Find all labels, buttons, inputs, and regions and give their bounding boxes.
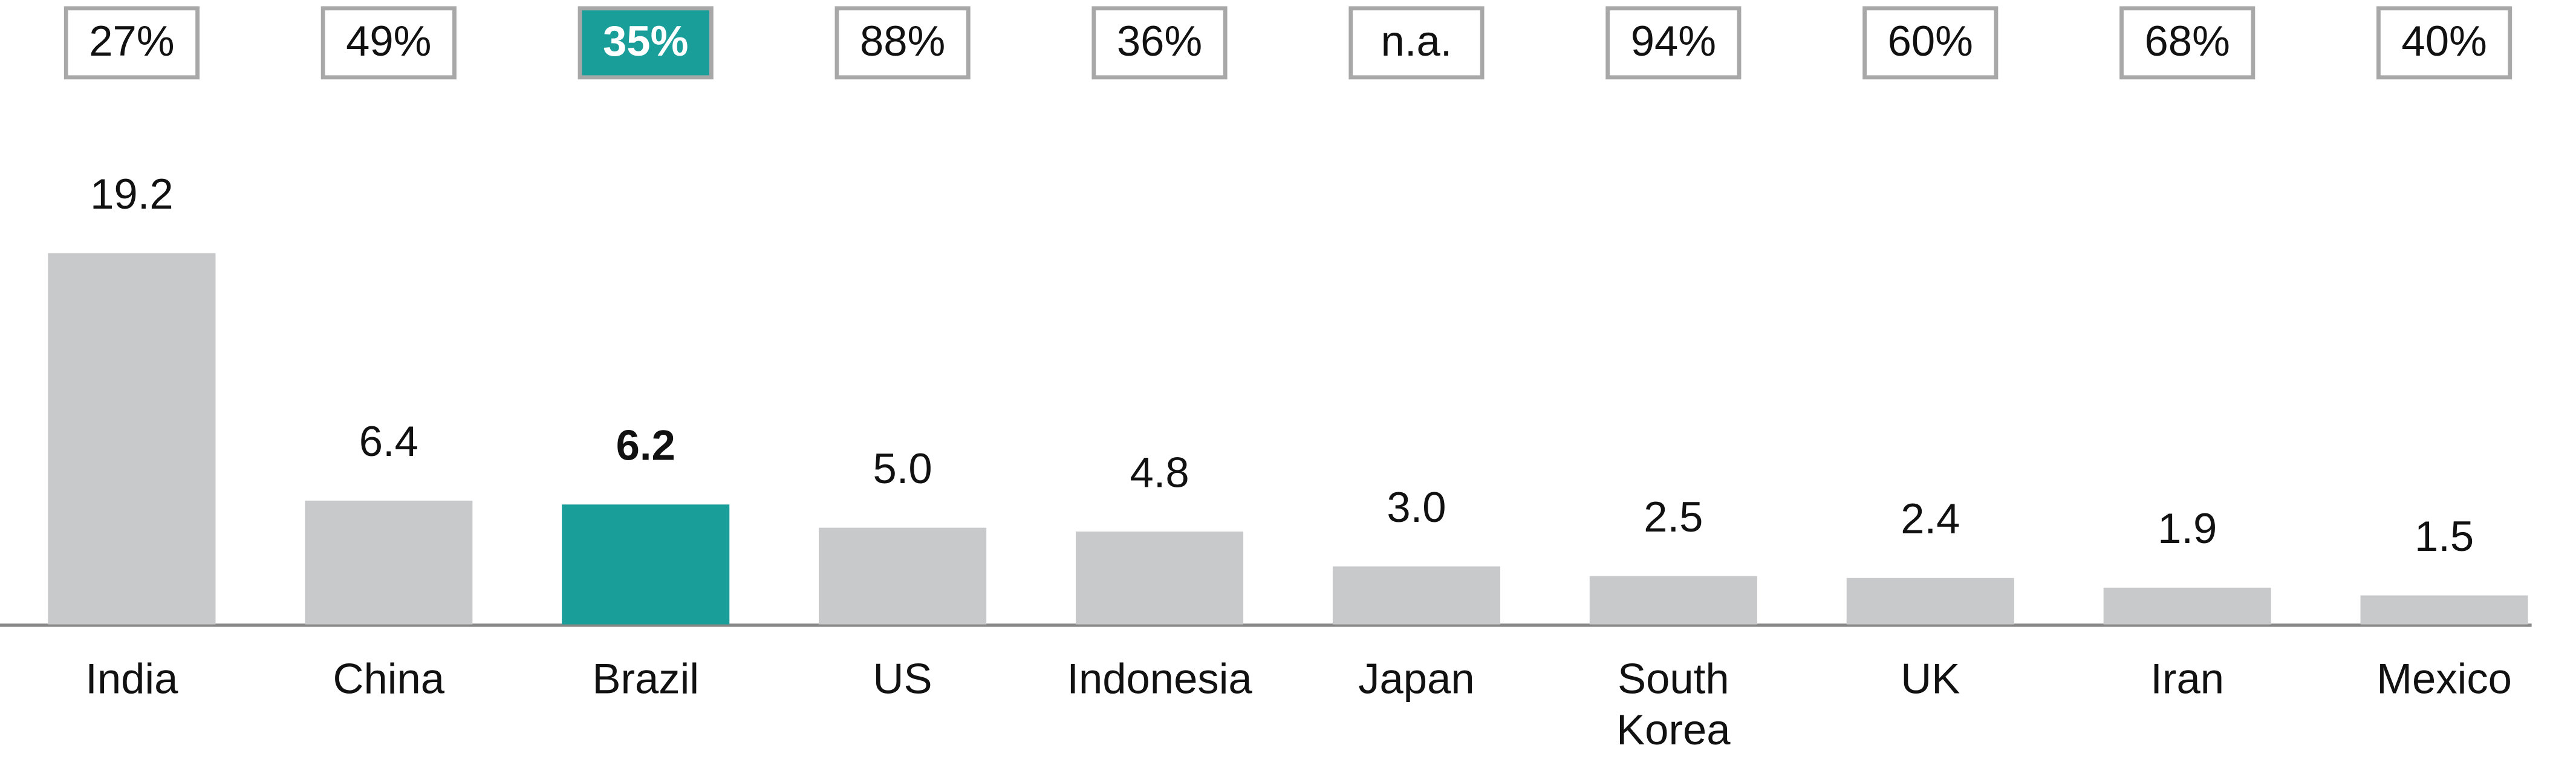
- share-label: 36%: [1117, 17, 1202, 65]
- x-tick-label: Iran: [2150, 654, 2225, 703]
- x-tick-label-box: UK: [1901, 654, 1960, 703]
- x-tick-label-box: South Korea: [1616, 654, 1731, 755]
- share-box: [834, 6, 971, 80]
- share-box: [2119, 6, 2256, 80]
- value-label: 19.2: [90, 170, 173, 218]
- bar: [562, 504, 730, 625]
- x-tick-label-box: Indonesia: [1067, 654, 1252, 703]
- value-label: 6.4: [359, 417, 418, 465]
- share-label: 88%: [860, 17, 945, 65]
- x-tick-label: Indonesia: [1067, 654, 1252, 703]
- bar: [1589, 576, 1757, 625]
- share-label: 49%: [346, 17, 431, 65]
- share-label: 40%: [2401, 17, 2487, 65]
- x-tick-label-box: China: [333, 654, 445, 703]
- x-tick-label-box: Japan: [1358, 654, 1475, 703]
- share-box: [1862, 6, 1999, 80]
- bar: [819, 527, 987, 625]
- x-tick-label: China: [333, 654, 445, 703]
- x-tick-label: UK: [1901, 654, 1960, 703]
- x-tick-label-box: Mexico: [2376, 654, 2512, 703]
- share-label: 60%: [1888, 17, 1973, 65]
- share-box: [2376, 6, 2513, 80]
- share-box: [320, 6, 457, 80]
- x-tick-label: US: [873, 654, 932, 703]
- share-box: [63, 6, 200, 80]
- bar: [1332, 566, 1501, 625]
- value-label: 2.4: [1901, 495, 1960, 542]
- share-box: [1091, 6, 1228, 80]
- share-label: n.a.: [1381, 17, 1452, 65]
- x-tick-label: India: [85, 654, 178, 703]
- bar: [2360, 595, 2528, 625]
- x-tick-label-box: Iran: [2150, 654, 2225, 703]
- share-label: 27%: [89, 17, 174, 65]
- share-label: 68%: [2145, 17, 2230, 65]
- x-tick-label: South Korea: [1616, 654, 1731, 755]
- x-tick-label-box: India: [85, 654, 178, 703]
- value-label: 1.5: [2415, 512, 2474, 560]
- share-box: [1605, 6, 1742, 80]
- share-label: 94%: [1631, 17, 1716, 65]
- share-label: 35%: [603, 17, 688, 65]
- value-label: 1.9: [2158, 504, 2217, 552]
- x-tick-label: Mexico: [2376, 654, 2512, 703]
- x-tick-label: Japan: [1358, 654, 1475, 703]
- x-tick-label-box: Brazil: [592, 654, 700, 703]
- share-box: [1348, 6, 1485, 80]
- bar: [1075, 532, 1244, 625]
- x-tick-label-box: US: [873, 654, 932, 703]
- value-label: 2.5: [1644, 493, 1703, 541]
- bar: [1846, 577, 2014, 625]
- value-label: 6.2: [616, 421, 675, 469]
- share-box: [577, 6, 714, 80]
- value-label: 4.8: [1130, 448, 1189, 496]
- bar: [48, 253, 216, 625]
- value-label: 5.0: [873, 444, 932, 492]
- x-tick-label: Brazil: [592, 654, 700, 703]
- bar: [2103, 587, 2271, 625]
- bar: [305, 500, 473, 625]
- value-label: 3.0: [1387, 483, 1446, 531]
